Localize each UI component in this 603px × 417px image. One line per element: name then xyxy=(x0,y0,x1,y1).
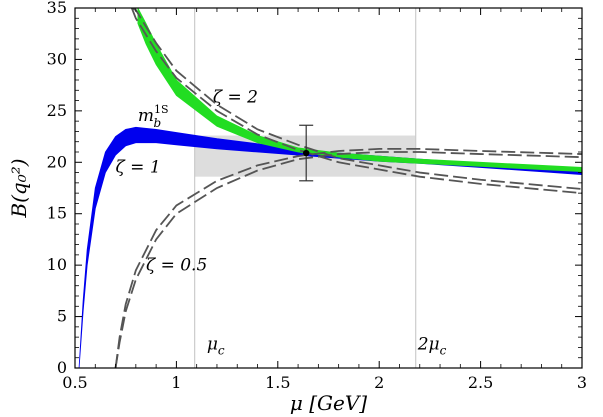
x-tick-label-2: 2 xyxy=(374,373,384,392)
annotation-mb1s: m1S b xyxy=(138,103,169,130)
error-bar-point xyxy=(302,149,310,157)
annotation-twomuc: 2μc xyxy=(417,334,447,357)
annotation-zeta05: ζ = 0.5 xyxy=(146,255,207,275)
x-tick-label-1-5: 1.5 xyxy=(265,373,290,392)
y-tick-label-0: 0 xyxy=(57,358,67,377)
annotation-muc: μc xyxy=(207,334,225,357)
y-tick-label-10: 10 xyxy=(47,255,67,274)
x-tick-label-0-5: 0.5 xyxy=(62,373,87,392)
annotation-zeta1: ζ = 1 xyxy=(116,158,161,178)
y-tick-label-5: 5 xyxy=(57,307,67,326)
series-dashed-zeta-2-1 xyxy=(130,8,582,195)
x-tick-label-2-5: 2.5 xyxy=(468,373,493,392)
y-tick-label-35: 35 xyxy=(47,0,67,17)
x-tick-label-3: 3 xyxy=(577,373,587,392)
series-dashed-zeta-0p5-2 xyxy=(114,148,582,368)
y-tick-label-15: 15 xyxy=(47,204,67,223)
y-axis-label: B(q₀²) xyxy=(7,158,31,218)
x-axis-label: μ [GeV] xyxy=(290,391,367,415)
y-tick-label-30: 30 xyxy=(47,49,67,68)
annotation-zeta2: ζ = 2 xyxy=(213,88,258,108)
series-band-zeta-1 xyxy=(78,126,582,368)
series-dashed-zeta-2-2 xyxy=(131,8,582,190)
y-tick-label-25: 25 xyxy=(47,101,67,120)
plot-frame xyxy=(74,7,583,369)
series-band-mb1s xyxy=(137,8,582,172)
x-tick-label-1: 1 xyxy=(171,373,181,392)
y-tick-label-20: 20 xyxy=(47,152,67,171)
series-dashed-zeta-0p5-1 xyxy=(114,151,582,368)
